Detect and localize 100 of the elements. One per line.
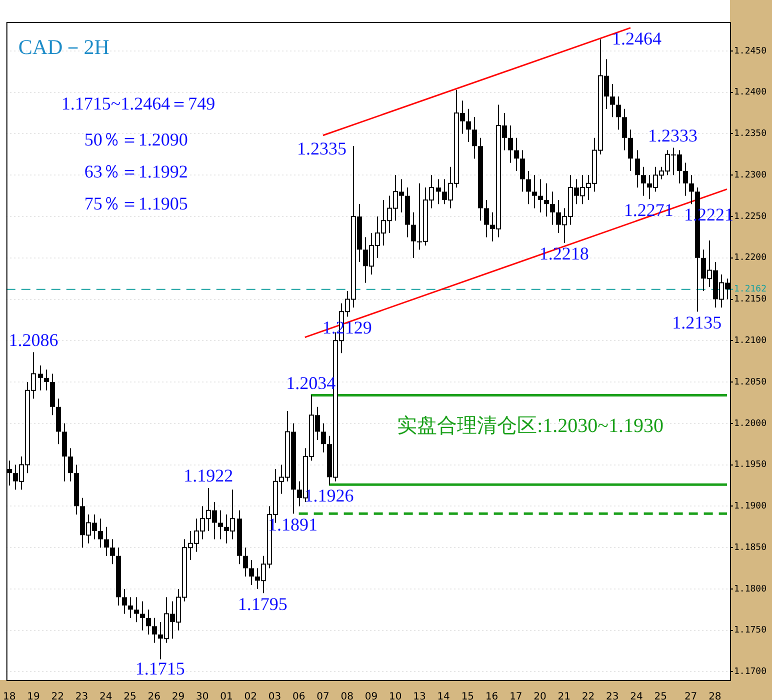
x-tick-label: 26 — [148, 692, 160, 700]
x-tick-label: 25 — [124, 692, 136, 700]
x-tick-label: 24 — [99, 692, 112, 700]
y-tick-label: 1.1850 — [734, 542, 767, 553]
candlestick — [44, 369, 49, 391]
candlestick — [68, 448, 73, 482]
x-tick-label: 10 — [388, 692, 402, 700]
x-tick-label: 06 — [292, 692, 306, 700]
x-tick-label: 02 — [244, 692, 257, 700]
y-tick-label: 1.1700 — [734, 667, 767, 678]
annotation: 1.2271 — [624, 200, 674, 220]
candlestick — [243, 547, 248, 578]
candlestick — [484, 199, 489, 238]
ref-line-label: 1.2162 — [734, 284, 767, 295]
text: CAD－2H — [18, 35, 110, 60]
x-tick-label: 30 — [196, 692, 209, 700]
candlestick — [321, 422, 326, 453]
candlestick — [520, 150, 525, 192]
y-tick-label: 1.1950 — [734, 460, 767, 470]
annotation: 1.2464 — [612, 28, 662, 49]
y-tick-label: 1.2250 — [734, 212, 767, 222]
x-tick-label: 01 — [220, 692, 233, 700]
annotation: 1.1795 — [238, 594, 288, 614]
candlestick — [689, 174, 694, 205]
candlestick — [683, 162, 688, 196]
x-tick-label: 24 — [630, 692, 643, 700]
candlestick — [146, 609, 151, 635]
y-tick-label: 1.2000 — [734, 418, 767, 429]
y-tick-label: 1.2400 — [734, 88, 767, 98]
x-tick-label: 17 — [510, 692, 522, 700]
x-tick-label: 19 — [27, 692, 40, 700]
candlestick — [436, 178, 441, 205]
x-tick-label: 23 — [606, 692, 619, 700]
x-tick-label: 25 — [654, 692, 668, 700]
y-tick-label: 1.2450 — [734, 46, 767, 56]
annotation: 1.2218 — [539, 244, 589, 264]
candlestick — [411, 212, 416, 258]
annotation: 50％＝1.2090 — [84, 130, 188, 150]
candlestick — [616, 96, 621, 130]
x-tick-label: 18 — [3, 692, 16, 700]
candlestick — [550, 191, 555, 226]
candlestick — [472, 116, 477, 160]
y-tick-label: 1.2300 — [734, 170, 767, 180]
annotation: 1.1715~1.2464＝749 — [61, 94, 216, 114]
x-tick-label: 15 — [461, 692, 474, 700]
candlestick — [610, 84, 615, 118]
x-tick-label: 23 — [75, 692, 88, 700]
x-tick-label: 27 — [684, 692, 698, 700]
annotation: 75％＝1.1905 — [84, 194, 188, 214]
x-tick-label: 13 — [413, 692, 426, 700]
annotation: 1.2135 — [672, 312, 722, 332]
candlestick — [128, 596, 133, 618]
x-tick-label: 22 — [582, 692, 595, 700]
candlestick — [628, 129, 633, 172]
candlestick — [122, 588, 127, 614]
annotation: 实盘合理清仓区:1.2030~1.1930 — [397, 415, 664, 438]
candlestick — [532, 174, 537, 209]
candlestick — [466, 108, 471, 143]
x-tick-label: 16 — [485, 692, 498, 700]
candlestick — [134, 596, 139, 623]
y-tick-label: 1.1750 — [734, 626, 767, 636]
candlestick — [508, 124, 513, 164]
candlestick — [38, 364, 43, 391]
annotation: 1.2333 — [648, 126, 698, 146]
candlestick — [98, 518, 103, 548]
candlestick — [152, 617, 157, 644]
annotation: 1.2335 — [297, 138, 346, 159]
candlestick — [218, 510, 223, 540]
candlestick — [104, 526, 109, 556]
y-tick-label: 1.2350 — [734, 129, 767, 140]
x-tick-label: 29 — [172, 692, 185, 700]
x-tick-label: 07 — [316, 692, 330, 700]
candlestick — [635, 150, 640, 188]
y-tick-label: 1.2150 — [734, 294, 767, 305]
candlestick — [538, 178, 543, 213]
candlestick — [249, 559, 254, 586]
annotation: 63％＝1.1992 — [84, 162, 188, 182]
x-tick-label: 22 — [51, 692, 64, 700]
x-tick-label: 20 — [534, 692, 546, 700]
x-tick-label: 14 — [437, 692, 450, 700]
candlestick — [110, 538, 115, 565]
candlestick — [526, 170, 531, 205]
y-tick-label: 1.2100 — [734, 336, 767, 346]
x-tick-label: 09 — [364, 692, 378, 700]
x-tick-label: 21 — [558, 692, 571, 700]
annotation: 1.2086 — [8, 330, 58, 350]
y-tick-label: 1.1800 — [734, 584, 767, 594]
y-tick-label: 1.2050 — [734, 377, 767, 388]
candlestick — [641, 166, 646, 196]
annotation: 1.1715 — [135, 658, 185, 679]
y-tick-label: 1.2200 — [734, 253, 767, 264]
x-tick-label: 08 — [340, 692, 354, 700]
x-tick-label: 03 — [268, 692, 282, 700]
x-tick-label: 28 — [708, 692, 722, 700]
candlestick — [622, 108, 627, 151]
candlestick — [140, 600, 145, 631]
y-tick-label: 1.1900 — [734, 502, 767, 512]
candlestick — [544, 182, 549, 218]
candlestick — [514, 137, 519, 172]
annotation: 1.1922 — [184, 466, 234, 486]
